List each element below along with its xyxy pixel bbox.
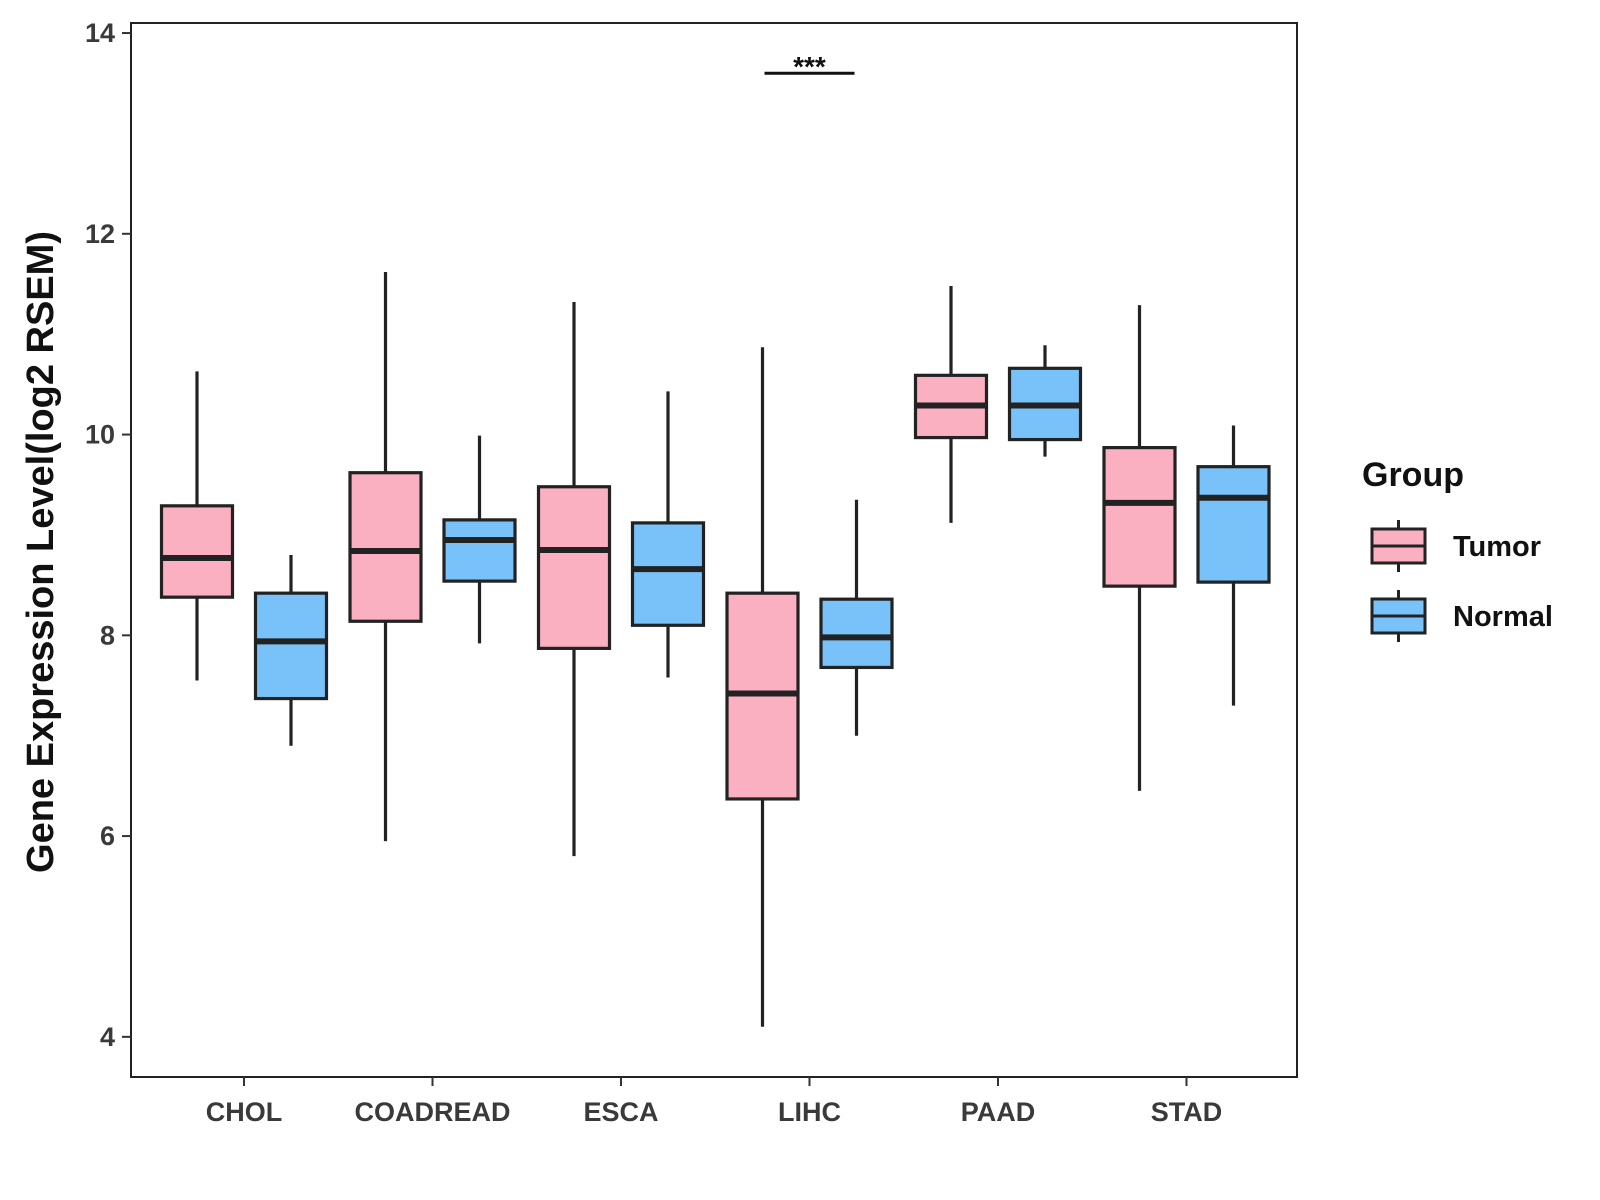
y-axis-title: Gene Expression Level(log2 RSEM): [20, 231, 62, 873]
box-body: [630, 521, 706, 627]
box-tumor-coadread: [348, 271, 423, 842]
x-tick-label: LIHC: [778, 1097, 841, 1127]
y-tick-label: 4: [100, 1022, 115, 1052]
box-body: [442, 518, 517, 583]
plot-border: [130, 22, 1298, 1078]
box-body: [348, 471, 423, 623]
legend-title: Group: [1362, 456, 1464, 494]
box-body: [536, 485, 612, 650]
axes: 4 6 8 10 12 14 CHOL COADREAD ESCA LIHC PAAD STAD: [85, 18, 1298, 1127]
box-normal-coadread: [442, 435, 517, 644]
box-normal-lihc: [819, 499, 894, 736]
plot-area: ***: [159, 51, 1271, 1027]
legend-label: Tumor: [1453, 531, 1541, 563]
y-tick-label: 12: [85, 219, 115, 249]
legend-item-normal: Normal: [1370, 590, 1553, 642]
box-body: [1196, 465, 1271, 584]
box-body: [1102, 446, 1177, 588]
box-normal-stad: [1196, 425, 1271, 706]
x-tick-label: STAD: [1151, 1097, 1223, 1127]
y-tick-label: 8: [100, 620, 115, 650]
y-tick-label: 10: [85, 420, 115, 450]
box-normal-esca: [630, 391, 706, 678]
box-tumor-esca: [536, 302, 612, 857]
x-tick-label: COADREAD: [354, 1097, 510, 1127]
box-tumor-stad: [1102, 305, 1177, 791]
box-tumor-paad: [913, 285, 989, 523]
legend-label: Normal: [1453, 601, 1553, 633]
legend: Group Tumor Normal: [1362, 456, 1553, 642]
y-tick-label: 14: [85, 18, 115, 48]
x-tick-label: CHOL: [206, 1097, 283, 1127]
x-tick-label: PAAD: [961, 1097, 1036, 1127]
box-body: [253, 591, 329, 701]
box-body: [819, 597, 894, 670]
box-tumor-chol: [159, 371, 235, 681]
significance-label: ***: [793, 51, 826, 82]
box-normal-chol: [253, 555, 329, 746]
box-normal-paad: [1007, 345, 1083, 457]
legend-item-tumor: Tumor: [1370, 520, 1541, 572]
y-tick-label: 6: [100, 821, 115, 851]
x-tick-label: ESCA: [583, 1097, 658, 1127]
box-tumor-lihc: [725, 347, 800, 1027]
box-body: [159, 504, 235, 599]
